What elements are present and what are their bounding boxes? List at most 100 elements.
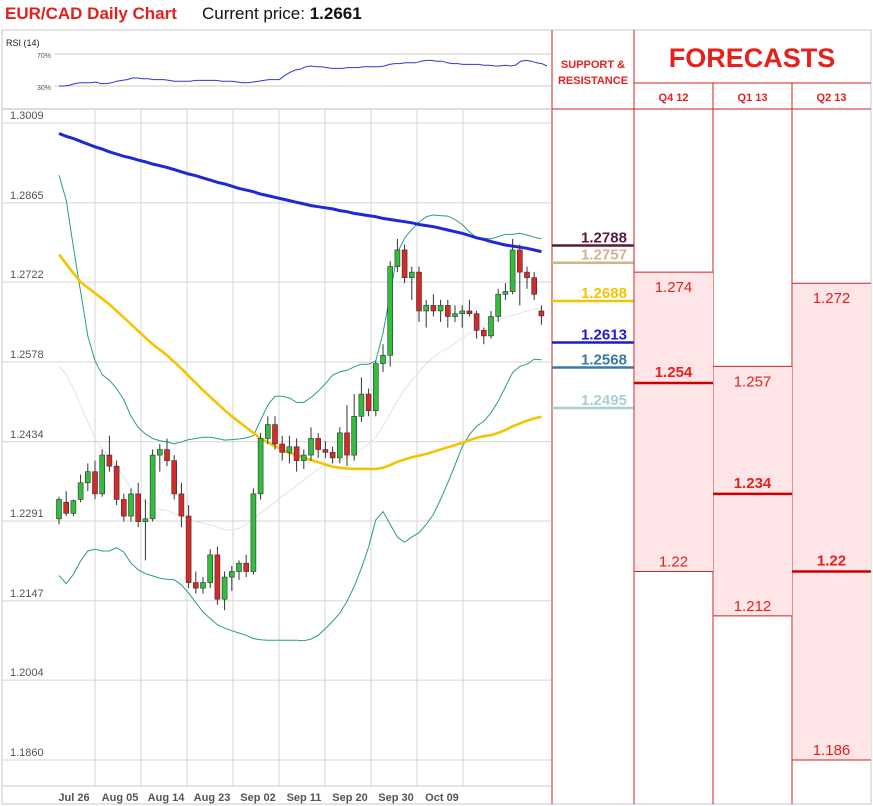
candle-body-up [351,415,358,456]
forecast-low-value: 1.22 [659,554,688,571]
sr-header-line-1: SUPPORT & [561,59,625,71]
candle-body-down [322,449,329,453]
forecast-mid-value: 1.254 [655,364,693,381]
sr-level-label: 1.2688 [581,285,627,302]
candle-body-up [229,571,235,578]
candle [351,394,358,461]
candle-body-down [272,424,278,445]
candle [193,571,199,594]
candle [488,310,494,339]
candle [473,310,480,339]
candle-body-down [444,305,451,317]
candle-body-up [236,562,242,572]
forecast-range [793,283,871,760]
candle-body-down [164,449,170,461]
forecast-quarter-label: Q4 12 [659,92,689,104]
candle-body-up [408,271,415,278]
candle [509,238,516,295]
forecast-range [635,272,713,572]
sr-level-label: 1.2788 [581,230,627,247]
bollinger-lower-band [58,358,542,642]
candle [365,388,372,417]
forecast-high-value: 1.272 [813,290,851,307]
forecast-low-value: 1.186 [813,742,851,759]
candle [315,432,322,458]
forecast-mid-value: 1.234 [734,475,772,492]
candle [257,432,264,500]
candle [229,565,235,591]
x-tick-label: Oct 09 [425,792,459,804]
candle [99,449,105,497]
y-tick-label: 1.2578 [10,349,44,361]
x-tick-label: Sep 11 [287,792,322,804]
sr-header-line-2: RESISTANCE [558,75,628,87]
x-tick-label: Aug 23 [194,792,231,804]
candle-body-up [286,446,293,453]
candle [524,266,530,289]
candle-body-down [171,460,177,495]
current-price: Current price: 1.2661 [202,4,362,24]
candle [142,499,149,561]
candle-body-down [466,310,473,315]
sr-level-label: 1.2757 [581,247,627,264]
y-tick-label: 1.2004 [10,667,44,679]
candle-body-up [56,499,62,520]
candle [63,491,70,517]
candle-body-up [488,316,494,337]
candle-body-down [121,499,127,517]
candle-body-up [157,449,163,456]
candle [372,360,379,417]
candle-body-up [257,438,264,495]
candle [128,488,134,522]
forecast-range [714,366,792,616]
forecast-quarter-label: Q1 13 [738,92,768,104]
bollinger-upper-band [58,174,542,445]
candle-body-up [372,363,379,412]
candle [77,474,84,503]
candle-body-down [135,493,141,522]
price-grid [2,109,551,786]
candle-body-down [524,271,530,278]
moving-average-fast-line [57,253,542,471]
candle-body-down [63,501,70,514]
candle [444,299,451,328]
candle-body-down [401,249,408,278]
x-tick-label: Sep 20 [332,792,367,804]
candle-body-up [221,576,228,600]
candle [92,460,98,500]
candle [329,446,336,464]
y-axis-ticks: 1.3009 1.2865 1.2722 1.2578 1.2434 1.2291 1.21… [10,110,44,759]
chart-title: EUR/CAD Daily Chart [5,4,177,23]
candle-body-down [178,493,185,517]
candle-body-up [437,305,444,312]
candle-body-up [452,313,458,317]
x-tick-label: Aug 14 [148,792,186,804]
candle-body-up [495,294,502,317]
y-tick-label: 1.2865 [10,190,44,202]
moving-average-slow-line [58,132,542,254]
candle [236,560,242,580]
candle-body-down [279,443,286,453]
candle [70,499,77,517]
candle-body-down [293,446,300,461]
x-tick-label: Sep 30 [378,792,413,804]
candle-body-down [315,438,322,450]
candle [149,449,156,522]
candle [56,496,62,525]
sr-level-label: 1.2495 [581,392,627,409]
candle [207,549,213,589]
candle [157,443,163,472]
candle [243,554,249,578]
y-tick-label: 1.2434 [10,429,44,441]
candle [430,294,437,317]
rsi-30-label: 30% [37,85,51,92]
candle [264,416,271,444]
candle-body-up [459,310,466,315]
candle-body-up [380,354,386,364]
candle-body-down [214,554,221,600]
candle [279,435,286,461]
candle [401,244,408,284]
candle-body-down [243,562,249,572]
